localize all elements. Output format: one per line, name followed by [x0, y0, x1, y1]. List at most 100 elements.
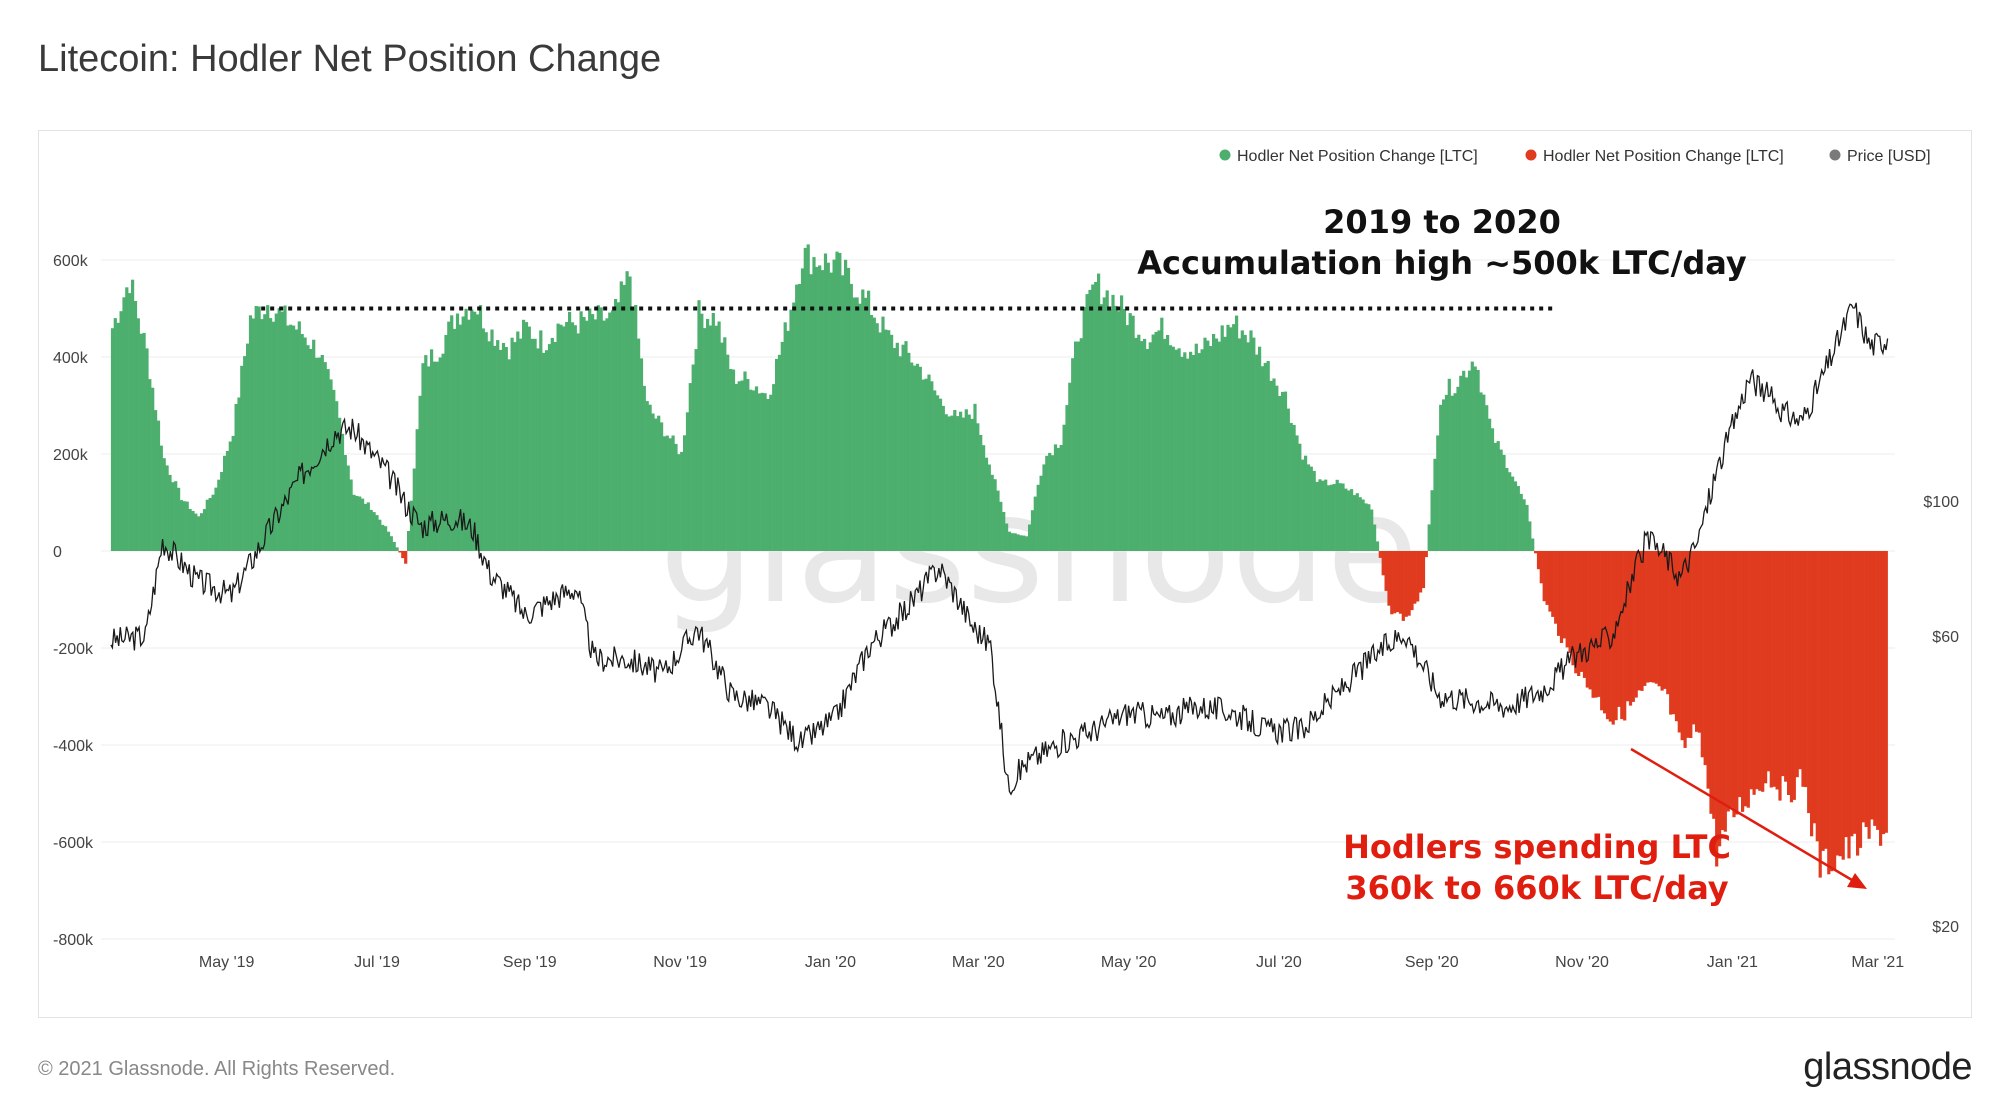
net-position-bar: [1398, 551, 1403, 614]
net-position-bar: [1128, 313, 1132, 551]
net-position-bar: [1450, 395, 1454, 551]
net-position-bar: [1672, 551, 1676, 715]
net-position-bar: [1424, 551, 1428, 558]
net-position-bar: [248, 315, 253, 551]
net-position-bar: [1189, 351, 1193, 551]
net-position-bar: [1439, 404, 1443, 551]
net-position-bar: [815, 266, 819, 551]
x-tick-label: Mar '21: [1851, 954, 1904, 971]
net-position-bar: [1347, 490, 1351, 551]
net-position-bar: [772, 384, 776, 551]
net-position-bar: [1674, 551, 1679, 722]
net-position-bar: [1536, 551, 1541, 570]
net-position-bar: [674, 443, 678, 551]
net-position-bar: [720, 342, 724, 551]
net-position-bar: [700, 313, 704, 551]
net-position-bar: [1597, 551, 1601, 697]
net-position-bar: [156, 420, 161, 551]
net-position-bar: [1068, 382, 1072, 551]
net-position-bar: [1568, 551, 1572, 653]
net-position-bar: [1686, 551, 1690, 738]
net-position-bar: [835, 251, 839, 551]
legend-label[interactable]: Price [USD]: [1847, 148, 1931, 165]
net-position-bar: [1059, 445, 1063, 551]
net-position-bar: [568, 311, 572, 551]
net-position-bar: [723, 337, 727, 551]
net-position-bar: [1660, 551, 1664, 691]
net-position-bar: [691, 364, 695, 551]
glassnode-logo: glassnode: [1803, 1046, 1972, 1088]
net-position-bar: [1649, 551, 1653, 683]
net-position-bar: [1548, 551, 1552, 612]
net-position-bar: [588, 308, 592, 551]
net-position-bar: [444, 335, 448, 551]
net-position-bar: [1375, 541, 1380, 551]
net-position-bar: [427, 366, 431, 551]
legend-label[interactable]: Hodler Net Position Change [LTC]: [1237, 148, 1478, 165]
net-position-bar: [619, 281, 623, 551]
net-position-bar: [1743, 551, 1748, 807]
net-position-bar: [343, 455, 347, 551]
net-position-bar: [1588, 551, 1592, 690]
x-tick-label: Jul '19: [354, 954, 400, 971]
net-position-bar: [139, 333, 143, 551]
net-position-bar: [1154, 331, 1158, 551]
net-position-bar: [151, 387, 155, 551]
net-position-bar: [639, 358, 644, 551]
net-position-bar: [694, 349, 698, 551]
net-position-bar: [1531, 538, 1535, 551]
net-position-bar: [1312, 470, 1316, 551]
net-position-bar: [346, 465, 350, 551]
net-position-bar: [1462, 370, 1466, 551]
net-position-bar: [996, 490, 1000, 551]
net-position-bar: [1416, 551, 1420, 602]
net-position-bar: [369, 509, 373, 551]
net-position-bar: [973, 403, 977, 551]
net-position-bar: [1384, 551, 1388, 591]
net-position-bar: [496, 340, 500, 551]
net-position-bar: [1367, 504, 1371, 551]
net-position-bar: [375, 515, 379, 551]
net-position-bar: [1746, 551, 1750, 808]
net-position-bar: [1861, 551, 1865, 823]
net-position-bar: [1002, 512, 1006, 551]
net-position-bar: [478, 305, 483, 551]
y-tick-label: 0: [53, 544, 62, 561]
net-position-bar: [1278, 396, 1282, 551]
net-position-bar: [352, 494, 356, 551]
net-position-bar: [961, 417, 966, 551]
net-position-bar: [887, 330, 891, 551]
net-position-bar: [775, 358, 779, 551]
net-position-bar: [355, 495, 359, 551]
net-position-bar: [1094, 282, 1098, 551]
net-position-bar: [386, 531, 391, 551]
net-position-bar: [941, 405, 945, 551]
net-position-bar: [1214, 338, 1219, 551]
net-position-bar: [208, 498, 212, 551]
net-position-bar: [530, 338, 534, 551]
net-position-bar: [1677, 551, 1681, 733]
net-position-bar: [1700, 551, 1704, 758]
net-position-bar: [1732, 551, 1736, 818]
net-position-bar: [769, 394, 773, 551]
net-position-bar: [1516, 486, 1520, 551]
net-position-bar: [542, 352, 546, 551]
net-position-bar: [274, 313, 278, 551]
net-position-bar: [786, 330, 790, 551]
net-position-bar: [1062, 424, 1066, 551]
net-position-bar: [556, 323, 560, 551]
net-position-bar: [1522, 499, 1526, 551]
net-position-bar: [524, 322, 529, 551]
net-position-bar: [378, 519, 382, 551]
net-position-bar: [990, 474, 994, 551]
net-position-bar: [1764, 551, 1768, 784]
legend-label[interactable]: Hodler Net Position Change [LTC]: [1543, 148, 1784, 165]
net-position-bar: [142, 332, 146, 551]
net-position-bar: [1283, 391, 1288, 551]
net-position-bar: [1755, 551, 1759, 790]
net-position-bar: [174, 481, 178, 551]
annotation-spending-line1: Hodlers spending LTC: [1343, 828, 1731, 866]
net-position-bar: [1582, 551, 1587, 678]
net-position-bar: [171, 482, 175, 551]
net-position-bar: [1263, 362, 1267, 551]
